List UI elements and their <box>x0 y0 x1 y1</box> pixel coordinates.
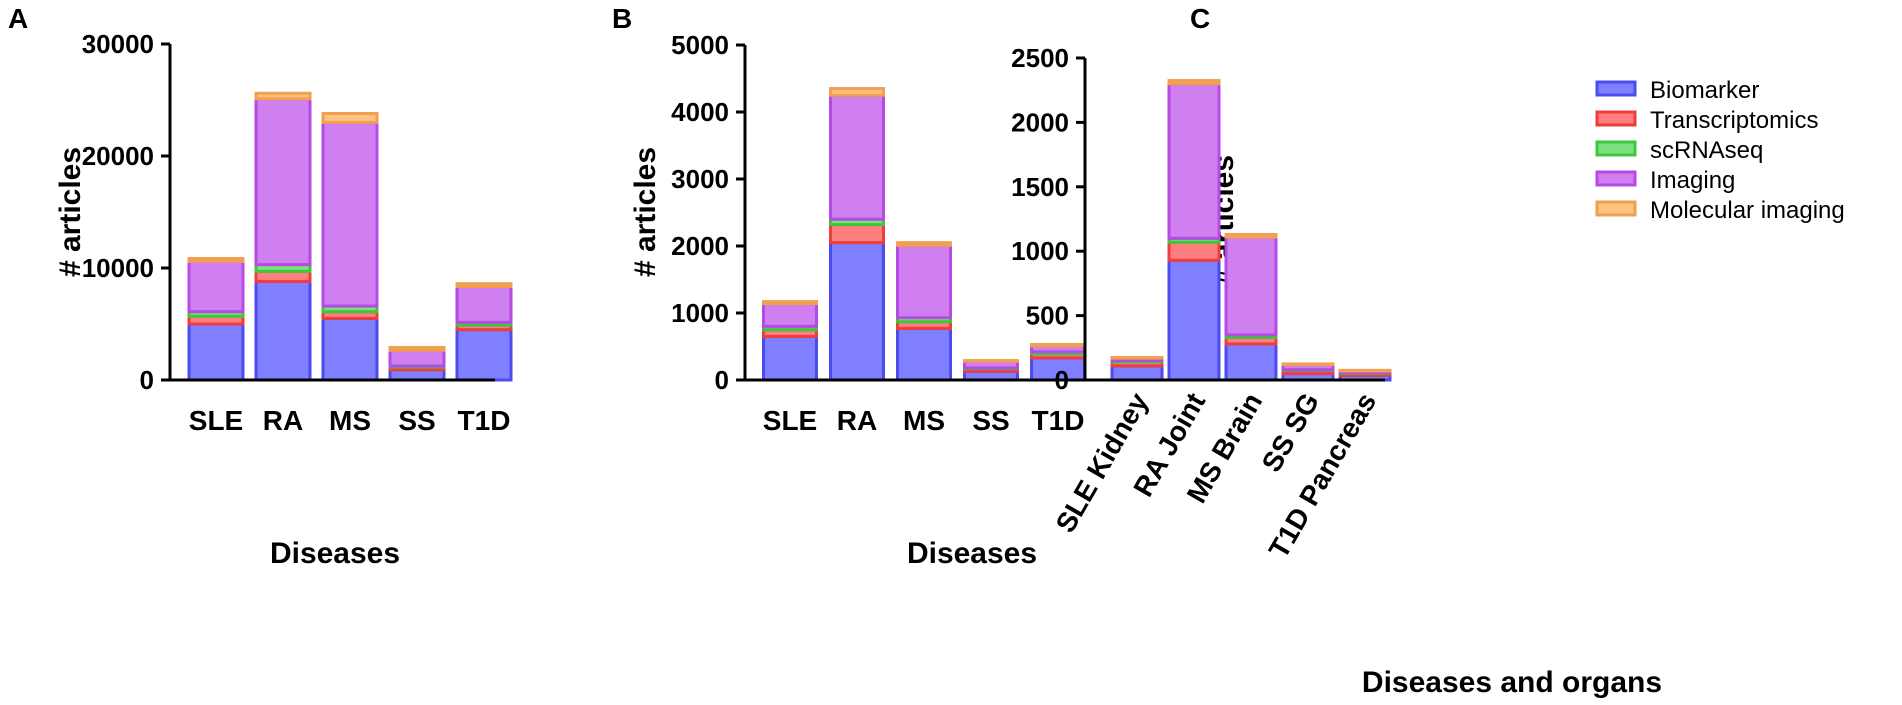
panel-b-bar-ms-imaging <box>896 243 952 320</box>
panel-b-x-tick-label-sle: SLE <box>763 405 817 436</box>
panel-c-bar-sle-kidney-molecular-imaging <box>1110 355 1164 360</box>
panel-c-bar-ms-brain-molecular-imaging <box>1224 232 1278 239</box>
panel-a-bar-ra-biomarker <box>254 279 312 382</box>
panel-c: C # articles Diseases and organs 0500100… <box>1011 3 1662 699</box>
panel-c-bar-sle-kidney-biomarker <box>1110 364 1164 382</box>
panel-b-y-axis-title: # articles <box>629 147 662 277</box>
panel-a-bar-t1d-imaging <box>455 284 513 324</box>
panel-a-bar-t1d-biomarker <box>455 328 513 382</box>
panel-a-bar-ss-imaging <box>388 348 446 368</box>
panel-b-bar-ra-biomarker <box>829 241 885 382</box>
panel-a-x-tick-label-ss: SS <box>398 405 435 436</box>
panel-c-x-axis-title: Diseases and organs <box>1362 666 1662 699</box>
panel-b-bar-ra-imaging <box>829 93 885 221</box>
panel-b-x-tick-label-ss: SS <box>972 405 1009 436</box>
panel-b-bar-t1d-molecular-imaging <box>1030 342 1086 348</box>
panel-a-label: A <box>8 3 28 34</box>
panel-c-y-tick-label: 2000 <box>1011 107 1069 137</box>
panel-a-plot: 0 10000 20000 30000 SLE RA MS SS T1D <box>82 29 513 436</box>
panel-c-bar-ms-brain-biomarker <box>1224 342 1278 382</box>
panel-b-bar-ss-molecular-imaging <box>963 359 1019 363</box>
panel-b-y-tick-label: 1000 <box>671 298 729 328</box>
panel-c-y-tick-label: 500 <box>1026 301 1069 331</box>
legend-swatch-molecular-imaging <box>1595 200 1637 217</box>
panel-a-bar-ra-imaging <box>254 97 312 267</box>
panel-b-bar-ra-transcriptomics <box>829 223 885 245</box>
legend-label-transcriptomics: Transcriptomics <box>1650 107 1818 134</box>
panel-b-y-tick-label: 3000 <box>671 164 729 194</box>
panel-b-bar-sle-molecular-imaging <box>762 300 818 306</box>
panel-a-x-tick-label-ms: MS <box>329 405 371 436</box>
legend-label-biomarker: Biomarker <box>1650 77 1759 104</box>
panel-b-y-tick-label: 0 <box>715 365 729 395</box>
panel-b-bar-ms-molecular-imaging <box>896 241 952 247</box>
panel-c-label: C <box>1190 3 1210 34</box>
panel-b-bar-ms-biomarker <box>896 326 952 382</box>
panel-c-bar-ra-joint-biomarker <box>1167 258 1221 382</box>
panel-a-y-tick-label: 30000 <box>82 29 154 59</box>
panel-b: B # articles Diseases 0 1000 2000 3000 4000 5… <box>612 3 1120 570</box>
panel-a-bar-ra-transcriptomics <box>254 269 312 283</box>
panel-c-y-tick-label: 0 <box>1055 365 1069 395</box>
panel-a-bar-ss-molecular-imaging <box>388 346 446 352</box>
legend-label-imaging: Imaging <box>1650 167 1735 194</box>
legend-label-scrnaseq: scRNAseq <box>1650 137 1763 164</box>
panel-b-label: B <box>612 3 632 34</box>
panel-c-bar-ra-joint-molecular-imaging <box>1167 79 1221 86</box>
panel-c-y-tick-label: 1000 <box>1011 236 1069 266</box>
panel-a-y-axis-title: # articles <box>54 147 87 277</box>
legend-label-molecular-imaging: Molecular imaging <box>1650 197 1845 224</box>
legend-swatch-scrnaseq <box>1595 140 1637 157</box>
panel-b-x-tick-label-ra: RA <box>837 405 877 436</box>
panel-a-bar-ms-molecular-imaging <box>321 111 379 124</box>
panel-b-bar-sle-imaging <box>762 302 818 328</box>
panel-a-y-tick-label: 20000 <box>82 141 154 171</box>
panel-b-x-axis-title: Diseases <box>907 537 1037 570</box>
panel-b-bar-ra-molecular-imaging <box>829 87 885 97</box>
panel-a-x-axis-title: Diseases <box>270 537 400 570</box>
panel-a-bar-ms-biomarker <box>321 316 379 382</box>
panel-b-bar-sle-biomarker <box>762 334 818 382</box>
panel-a: A # articles Diseases 0 10000 20000 30000 SL… <box>8 3 513 570</box>
panel-b-y-tick-label: 4000 <box>671 97 729 127</box>
panel-a-bar-ss-biomarker <box>388 368 446 382</box>
panel-c-bar-ss-sg-molecular-imaging <box>1281 362 1335 367</box>
legend-swatch-imaging <box>1595 170 1637 187</box>
panel-b-y-tick-label: 2000 <box>671 231 729 261</box>
panel-a-bar-t1d-molecular-imaging <box>455 282 513 288</box>
panel-c-bar-ms-brain-imaging <box>1224 235 1278 337</box>
panel-a-y-tick-label: 10000 <box>82 253 154 283</box>
panel-a-x-tick-label-sle: SLE <box>189 405 243 436</box>
panel-a-x-tick-label-ra: RA <box>263 405 303 436</box>
panel-c-y-tick-label: 1500 <box>1011 172 1069 202</box>
panel-c-bar-ra-joint-transcriptomics <box>1167 240 1221 262</box>
panel-a-bar-sle-biomarker <box>187 322 245 382</box>
panel-a-bar-sle-molecular-imaging <box>187 256 245 263</box>
panel-b-x-tick-label-t1d: T1D <box>1032 405 1085 436</box>
panel-a-bar-ms-imaging <box>321 120 379 308</box>
panel-b-y-tick-label: 5000 <box>671 30 729 60</box>
legend: Biomarker Transcriptomics scRNAseq Imaging M… <box>1595 77 1845 224</box>
legend-swatch-transcriptomics <box>1595 110 1637 127</box>
panel-b-x-tick-label-ms: MS <box>903 405 945 436</box>
panel-c-bar-t1d-pancreas-molecular-imaging <box>1338 368 1392 373</box>
panel-a-bar-sle-imaging <box>187 259 245 314</box>
panel-a-bar-ra-molecular-imaging <box>254 91 312 101</box>
panel-c-y-tick-label: 2500 <box>1011 43 1069 73</box>
panel-c-bar-ra-joint-imaging <box>1167 82 1221 240</box>
legend-swatch-biomarker <box>1595 80 1637 97</box>
panel-a-y-tick-label: 0 <box>140 365 154 395</box>
panel-a-x-tick-label-t1d: T1D <box>458 405 511 436</box>
